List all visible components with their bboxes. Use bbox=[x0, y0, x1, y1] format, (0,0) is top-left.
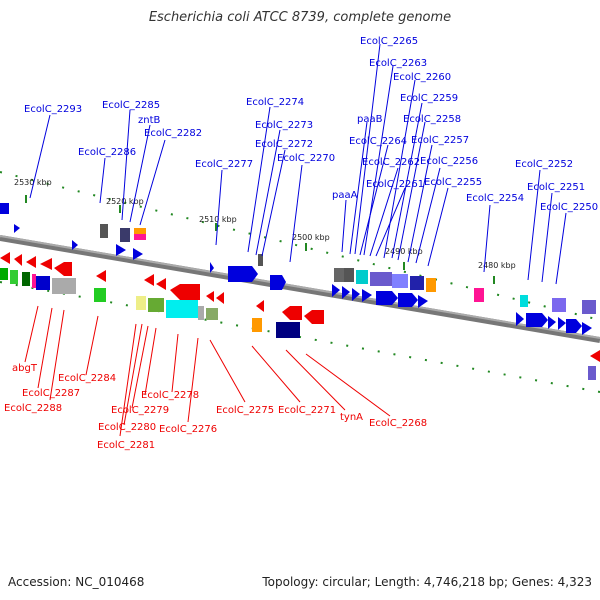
gene-label: EcolC_2255 bbox=[424, 177, 482, 188]
bottom-gene-labels: abgT EcolC_2287 EcolC_2288 EcolC_2284 Ec… bbox=[4, 363, 427, 451]
gene-label: EcolC_2270 bbox=[277, 153, 335, 164]
gene-label: EcolC_2250 bbox=[540, 202, 598, 213]
top-leader-lines bbox=[29, 43, 567, 285]
gene-label: EcolC_2258 bbox=[403, 114, 461, 125]
tick-label: 2520 kbp bbox=[106, 197, 144, 206]
gene-label: EcolC_2280 bbox=[98, 422, 156, 433]
gene-label: EcolC_2262 bbox=[362, 157, 420, 168]
gene-label: EcolC_2257 bbox=[411, 135, 469, 146]
gene-label: EcolC_2261 bbox=[366, 179, 424, 190]
gene-label: EcolC_2271 bbox=[278, 405, 336, 416]
tick-label: 2530 kbp bbox=[14, 178, 52, 187]
gene-label: EcolC_2286 bbox=[78, 147, 136, 158]
gene-label: EcolC_2274 bbox=[246, 97, 304, 108]
gene-label: tynA bbox=[340, 412, 363, 423]
reverse-colored-blocks bbox=[0, 268, 596, 380]
gene-label: EcolC_2272 bbox=[255, 139, 313, 150]
reverse-genes bbox=[0, 252, 600, 362]
accession-text: Accession: NC_010468 bbox=[8, 575, 145, 589]
gene-label: EcolC_2264 bbox=[349, 136, 407, 147]
gene-label: EcolC_2284 bbox=[58, 373, 116, 384]
gene-label: EcolC_2268 bbox=[369, 418, 427, 429]
gene-label: EcolC_2275 bbox=[216, 405, 274, 416]
forward-genes bbox=[0, 203, 592, 335]
gene-label: EcolC_2252 bbox=[515, 159, 573, 170]
gene-label: EcolC_2282 bbox=[144, 128, 202, 139]
gene-label: EcolC_2254 bbox=[466, 193, 524, 204]
gene-label: EcolC_2273 bbox=[255, 120, 313, 131]
gene-label: EcolC_2287 bbox=[22, 388, 80, 399]
bottom-leader-lines bbox=[24, 305, 391, 437]
gene-label: EcolC_2265 bbox=[360, 36, 418, 47]
tick-label: 2490 kbp bbox=[385, 247, 423, 256]
top-gene-labels: EcolC_2265 EcolC_2263 EcolC_2260 EcolC_2… bbox=[24, 36, 598, 213]
map-title: Escherichia coli ATCC 8739, complete gen… bbox=[148, 10, 452, 25]
gene-label: EcolC_2260 bbox=[393, 72, 451, 83]
gene-label: abgT bbox=[12, 363, 38, 374]
gene-label: EcolC_2276 bbox=[159, 424, 217, 435]
gene-label: EcolC_2285 bbox=[102, 100, 160, 111]
tick-label: 2480 kbp bbox=[478, 261, 516, 270]
gene-label: EcolC_2288 bbox=[4, 403, 62, 414]
forward-colored-blocks bbox=[100, 224, 596, 314]
gene-label: EcolC_2259 bbox=[400, 93, 458, 104]
gene-label: EcolC_2263 bbox=[369, 58, 427, 69]
gene-label: EcolC_2251 bbox=[527, 182, 585, 193]
gene-label: zntB bbox=[138, 115, 161, 126]
major-ticks bbox=[25, 195, 495, 284]
topology-text: Topology: circular; Length: 4,746,218 bp… bbox=[262, 575, 592, 589]
gene-label: EcolC_2278 bbox=[141, 390, 199, 401]
gene-label: EcolC_2279 bbox=[111, 405, 169, 416]
gene-label: paaB bbox=[357, 114, 383, 125]
tick-label: 2500 kbp bbox=[292, 233, 330, 242]
gene-label: EcolC_2281 bbox=[97, 440, 155, 451]
genome-backbone-highlight bbox=[0, 235, 600, 339]
genome-backbone bbox=[0, 235, 600, 343]
gene-label: EcolC_2277 bbox=[195, 159, 253, 170]
gene-label: EcolC_2256 bbox=[420, 156, 478, 167]
gene-label: EcolC_2293 bbox=[24, 104, 82, 115]
gene-label: paaA bbox=[332, 190, 358, 201]
